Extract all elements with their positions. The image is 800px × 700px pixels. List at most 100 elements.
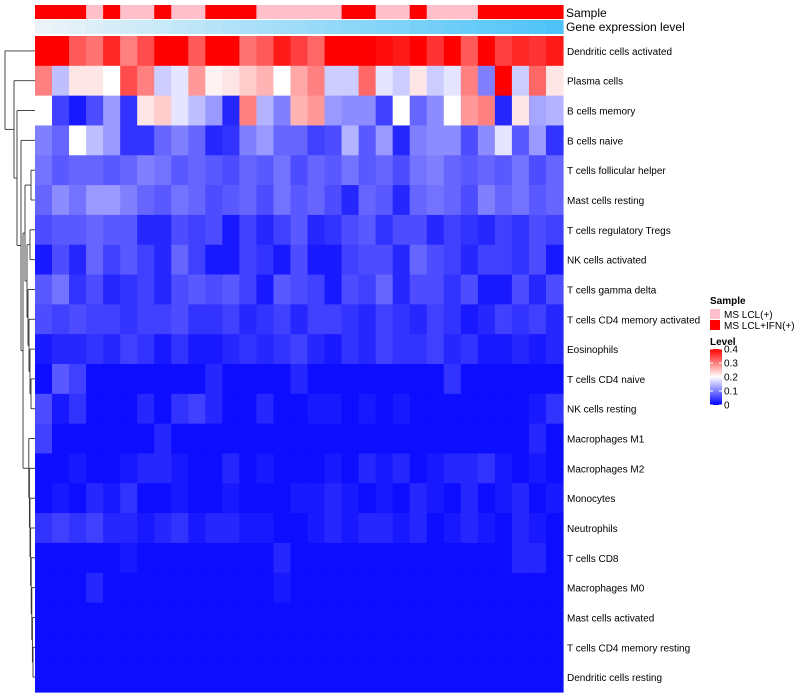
row-label: B cells naive [567,136,624,147]
heatmap-cell [460,155,479,186]
heatmap-cell [205,274,223,305]
heatmap-cell [426,513,445,544]
heatmap-cell [494,364,513,395]
heatmap-cell [409,36,428,67]
heatmap-cell [375,542,394,574]
heatmap-cell [545,423,564,455]
heatmap-cell [188,334,206,365]
sample-annotation-cell [86,5,104,19]
expression-annotation-cell [290,20,309,34]
heatmap-cell [188,214,206,246]
heatmap-cell [86,632,104,663]
heatmap-cell [341,125,360,156]
heatmap-cell [171,542,189,574]
heatmap-cell [375,632,394,663]
heatmap-cell [256,572,275,604]
heatmap-cell [375,483,394,514]
heatmap-cell [290,185,309,216]
heatmap-cell [443,423,462,455]
heatmap-cell [307,214,326,246]
heatmap-cell [86,214,104,246]
heatmap-cell [273,304,292,335]
heatmap-cell [460,632,479,663]
heatmap-cell [290,244,309,276]
heatmap-cell [69,572,87,604]
heatmap-cell [239,542,258,574]
heatmap-cell [256,602,275,633]
heatmap-cell [171,423,189,455]
heatmap-cell [375,95,394,127]
expression-annotation-cell [511,20,530,34]
heatmap-cell [426,334,445,365]
heatmap-cell [205,65,223,97]
expression-annotation-cell [69,20,87,34]
heatmap-cell [154,155,172,186]
heatmap-cell [120,602,138,633]
heatmap-cell [188,542,206,574]
heatmap-cell [409,423,428,455]
sample-annotation-cell [528,5,547,19]
heatmap-cell [341,393,360,425]
heatmap-cell [188,662,206,693]
heatmap-cell [324,423,343,455]
heatmap-cell [86,95,104,127]
heatmap-cell [545,662,564,693]
heatmap-cell [528,602,547,633]
legend-level-title: Level [710,337,736,348]
heatmap-cell [392,95,411,127]
heatmap-cell [256,185,275,216]
heatmap-cell [171,334,189,365]
expression-annotation-cell [120,20,138,34]
heatmap-cell [375,393,394,425]
heatmap-cell [103,483,121,514]
sample-annotation-cell [460,5,479,19]
expression-annotation-cell [256,20,275,34]
heatmap-cells [35,36,564,693]
heatmap-cell [494,572,513,604]
heatmap-cell [494,125,513,156]
heatmap-cell [188,364,206,395]
heatmap-cell [69,483,87,514]
heatmap-cell [426,95,445,127]
expression-annotation-cell [528,20,547,34]
heatmap-cell [137,155,155,186]
heatmap-cell [86,364,104,395]
heatmap-cell [103,453,121,484]
heatmap-cell [205,244,223,276]
heatmap-cell [358,483,377,514]
heatmap-cell [171,483,189,514]
heatmap-cell [358,662,377,693]
heatmap-cell [392,542,411,574]
heatmap-cell [103,95,121,127]
heatmap-cell [409,453,428,484]
expression-annotation-cell [494,20,513,34]
heatmap-cell [324,602,343,633]
sample-annotation-cell [205,5,223,19]
heatmap-cell [273,572,292,604]
heatmap-cell [307,125,326,156]
heatmap-cell [35,364,53,395]
heatmap-cell [273,185,292,216]
heatmap-cell [409,393,428,425]
heatmap-cell [205,513,223,544]
heatmap-cell [290,364,309,395]
heatmap-cell [426,274,445,305]
row-label: Eosinophils [567,345,618,356]
heatmap-cell [511,572,530,604]
heatmap-cell [375,125,394,156]
annotation-label-sample: Sample [566,6,607,20]
heatmap-cell [205,95,223,127]
heatmap-cell [69,513,87,544]
heatmap-cell [188,602,206,633]
heatmap-cell [239,95,258,127]
row-label: T cells regulatory Tregs [567,226,671,237]
heatmap-cell [188,513,206,544]
heatmap-cell [103,423,121,455]
heatmap-cell [477,214,496,246]
heatmap-cell [375,364,394,395]
expression-annotation-cell [392,20,411,34]
heatmap-cell [171,393,189,425]
heatmap-cell [239,364,258,395]
heatmap-cell [528,632,547,663]
heatmap-cell [426,214,445,246]
